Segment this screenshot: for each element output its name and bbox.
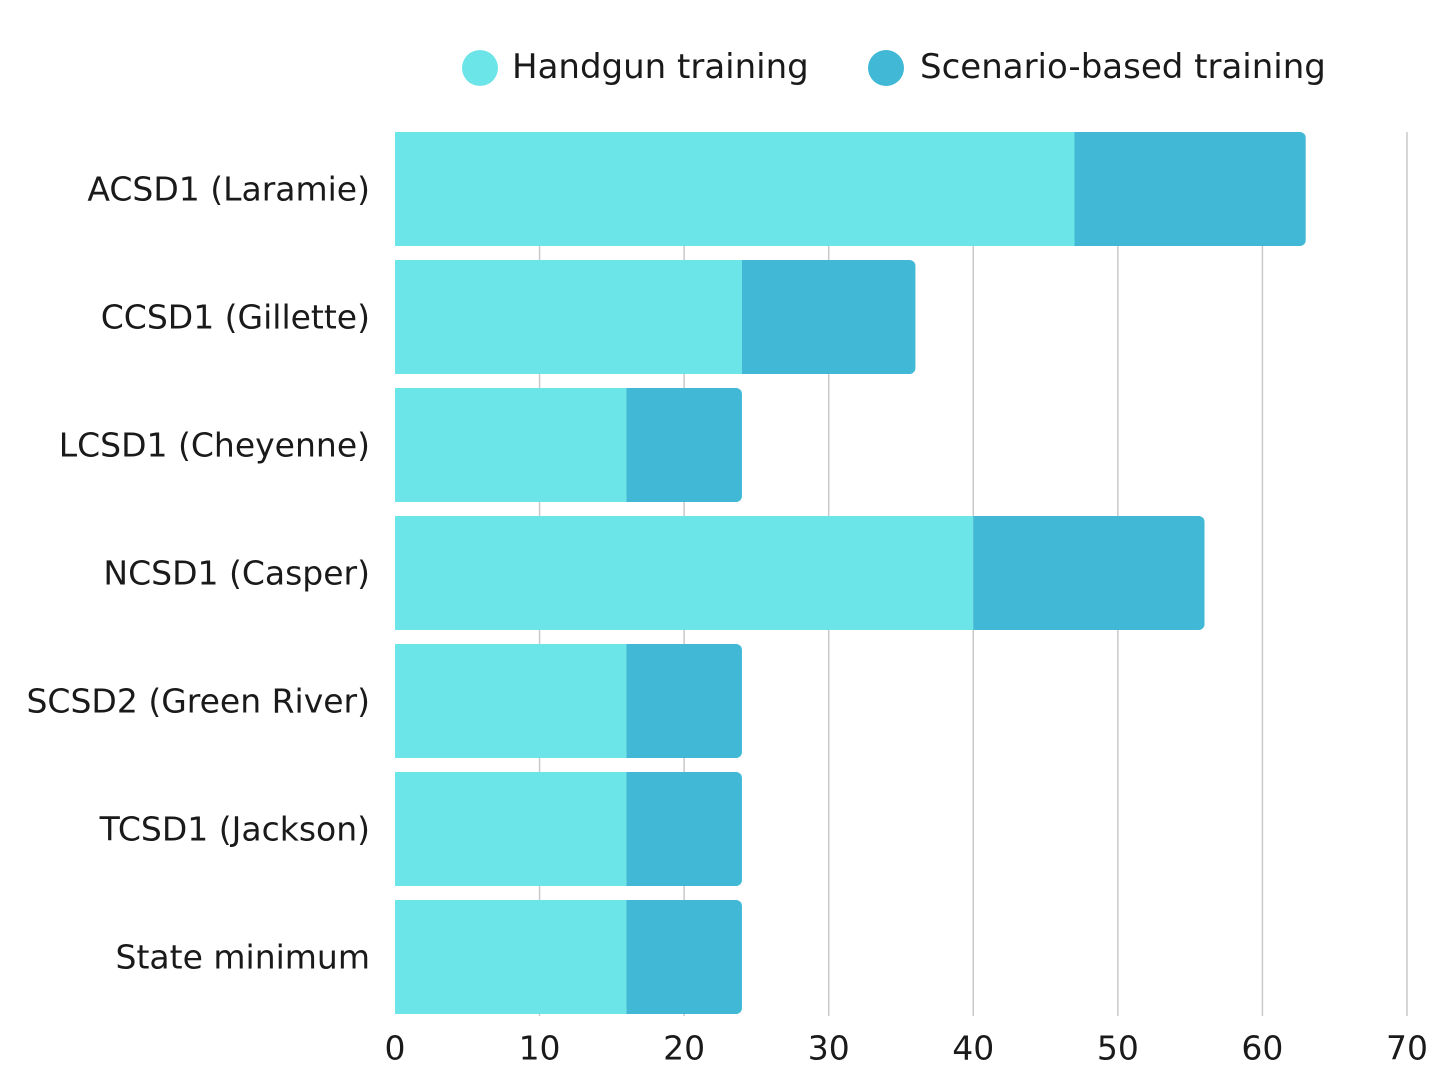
legend-label-0: Handgun training (512, 47, 809, 87)
legend-swatch-1 (868, 50, 904, 86)
bar-scenario-6 (626, 900, 742, 1014)
bar-group-1 (395, 260, 916, 374)
bar-group-0 (395, 132, 1306, 246)
category-label-5: TCSD1 (Jackson) (99, 810, 370, 849)
category-labels: ACSD1 (Laramie) CCSD1 (Gillette) LCSD1 (Ch… (26, 170, 370, 977)
legend: Handgun training Scenario-based training (462, 47, 1326, 87)
bar-group-5 (395, 772, 742, 886)
legend-swatch-0 (462, 50, 498, 86)
x-tick-label-40: 40 (952, 1029, 994, 1068)
bar-group-4 (395, 644, 742, 758)
bar-handgun-5 (395, 772, 627, 886)
x-tick-label-70: 70 (1386, 1029, 1428, 1068)
bar-scenario-2 (626, 388, 742, 502)
bar-handgun-3 (395, 516, 974, 630)
bar-handgun-4 (395, 644, 627, 758)
x-tick-label-10: 10 (519, 1029, 561, 1068)
bar-group-3 (395, 516, 1205, 630)
category-label-1: CCSD1 (Gillette) (101, 298, 370, 337)
bar-scenario-4 (626, 644, 742, 758)
category-label-2: LCSD1 (Cheyenne) (59, 426, 370, 465)
x-tick-label-50: 50 (1097, 1029, 1139, 1068)
category-label-6: State minimum (116, 938, 370, 977)
bar-scenario-3 (973, 516, 1205, 630)
bar-scenario-5 (626, 772, 742, 886)
bar-layer (395, 132, 1306, 1014)
category-label-0: ACSD1 (Laramie) (87, 170, 370, 209)
bar-handgun-6 (395, 900, 627, 1014)
x-tick-label-0: 0 (385, 1029, 406, 1068)
bar-handgun-0 (395, 132, 1075, 246)
bar-handgun-1 (395, 260, 742, 374)
legend-label-1: Scenario-based training (920, 47, 1326, 87)
x-tick-label-60: 60 (1241, 1029, 1283, 1068)
category-label-4: SCSD2 (Green River) (26, 682, 370, 721)
bar-group-2 (395, 388, 742, 502)
x-tick-label-30: 30 (808, 1029, 850, 1068)
bar-handgun-2 (395, 388, 627, 502)
x-axis-ticks: 0 10 20 30 40 50 60 70 (385, 1029, 1429, 1068)
bar-scenario-1 (741, 260, 916, 374)
bar-scenario-0 (1074, 132, 1306, 246)
bar-group-6 (395, 900, 742, 1014)
category-label-3: NCSD1 (Casper) (103, 554, 370, 593)
x-tick-label-20: 20 (663, 1029, 705, 1068)
